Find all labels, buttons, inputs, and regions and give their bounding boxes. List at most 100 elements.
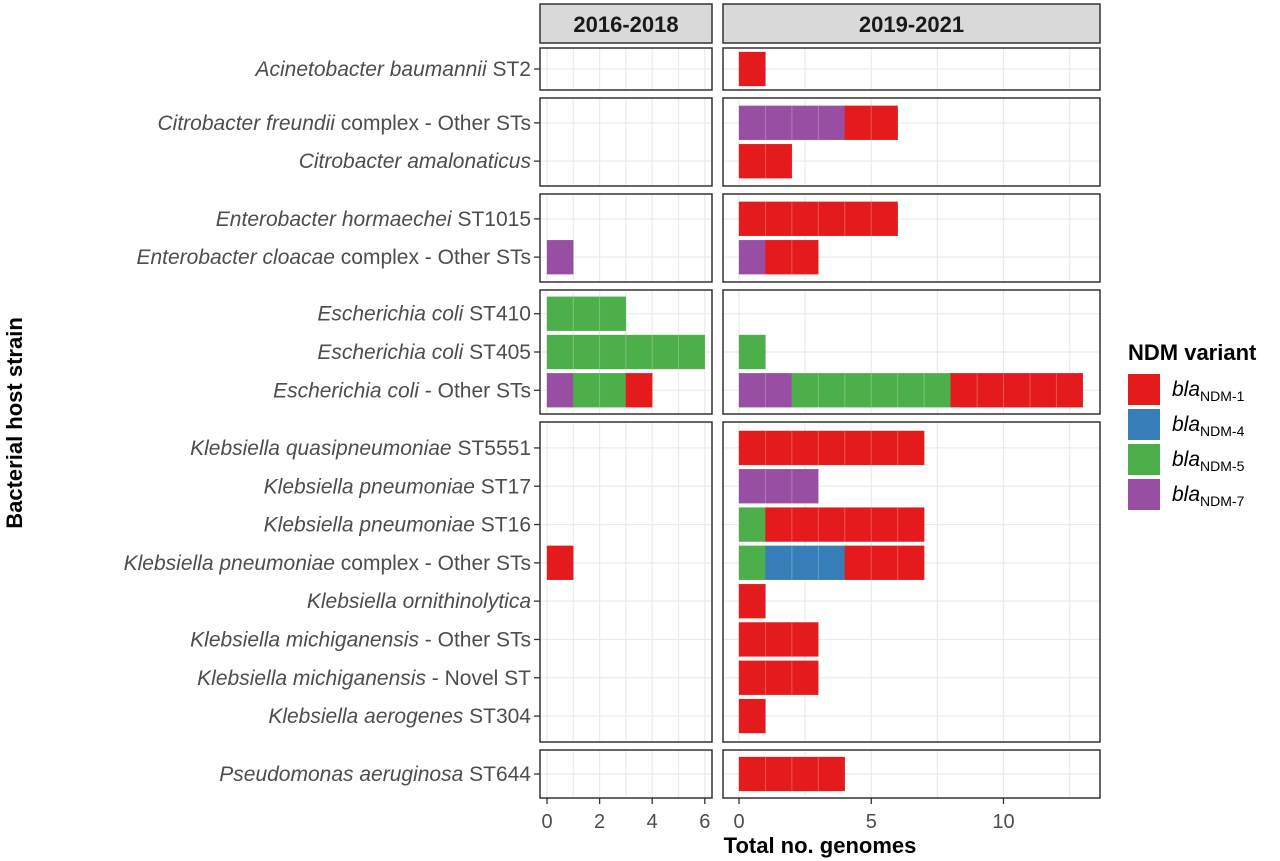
bar-segment-ndm1 (791, 239, 819, 275)
bar-segment-ndm4 (791, 545, 819, 580)
y-tick-label: Klebsiella michiganensis - Other STs (190, 628, 531, 651)
facet-strip (539, 3, 713, 44)
bar-segment-ndm1 (871, 201, 898, 237)
legend-key-ndm5 (1128, 444, 1160, 475)
y-tick-label: Klebsiella ornithinolytica (307, 590, 531, 613)
y-tick-label-italic: Klebsiella aerogenes (268, 705, 463, 728)
y-tick-label-italic: Pseudomonas aeruginosa (219, 763, 463, 786)
panel-border (722, 193, 1101, 283)
bar-segment-ndm1 (844, 105, 872, 140)
panel-border (722, 289, 1101, 415)
bar-segment-ndm1 (818, 507, 845, 542)
bar-segment-ndm1 (765, 507, 793, 542)
bar-segment-ndm7 (738, 373, 766, 408)
bar-segment-ndm5 (546, 296, 574, 331)
bar-segment-ndm1 (738, 584, 766, 619)
legend-label-italic: bla (1172, 378, 1200, 401)
bar-segment-ndm1 (1003, 373, 1031, 408)
bar-segment-ndm1 (546, 545, 574, 580)
bar-segment-ndm1 (738, 201, 766, 237)
y-tick-label-rest: ST410 (463, 303, 531, 326)
legend-label: blaNDM-7 (1172, 483, 1245, 509)
legend-label-subscript: NDM-1 (1200, 388, 1245, 404)
bar-segment-ndm4 (818, 545, 845, 580)
y-tick-label: Klebsiella michiganensis - Novel ST (197, 667, 531, 690)
legend-key-ndm7 (1128, 479, 1160, 510)
bar-segment-ndm1 (765, 660, 793, 695)
bar-segment-ndm1 (738, 430, 766, 466)
bar-segment-ndm1 (765, 622, 793, 657)
y-tick-label-italic: Escherichia coli (317, 341, 464, 364)
bar-segment-ndm7 (738, 239, 766, 275)
y-tick-label-rest: - Other STs (419, 379, 531, 402)
bar-segment-ndm7 (791, 469, 819, 504)
bar-segment-ndm1 (738, 622, 766, 657)
y-tick-label-italic: Klebsiella michiganensis (190, 628, 419, 651)
bar-segment-ndm1 (844, 430, 872, 466)
bar-segment-ndm1 (818, 756, 845, 792)
y-tick-label-rest: complex - Other STs (335, 112, 531, 135)
panel-border (722, 749, 1101, 799)
bar-segment-ndm1 (871, 545, 898, 580)
bar-segment-ndm1 (844, 201, 872, 237)
y-tick-label-rest: ST17 (475, 475, 531, 498)
y-tick-label-italic: Citrobacter freundii (158, 112, 337, 135)
x-tick-label: 0 (541, 811, 552, 833)
bar-segment-ndm1 (765, 430, 793, 466)
y-tick-label-rest: - Other STs (419, 628, 531, 651)
bar-segment-ndm1 (738, 660, 766, 695)
bar-segment-ndm1 (738, 143, 766, 179)
bar-segment-ndm5 (924, 373, 951, 408)
y-tick-label-italic: Acinetobacter baumannii (253, 58, 487, 81)
panel-border (539, 421, 713, 743)
y-tick-label: Citrobacter freundii complex - Other STs (158, 112, 531, 135)
y-tick-label-rest: complex - Other STs (335, 552, 531, 575)
bar-segment-ndm5 (546, 334, 574, 370)
panel-border (539, 193, 713, 283)
legend-label-italic: bla (1172, 413, 1200, 436)
bar-segment-ndm5 (791, 373, 819, 408)
bar-segment-ndm1 (844, 545, 872, 580)
y-tick-label: Acinetobacter baumannii ST2 (253, 58, 531, 81)
bar-segment-ndm1 (765, 239, 793, 275)
panel-border (722, 47, 1101, 91)
legend-label: blaNDM-1 (1172, 378, 1245, 404)
bar-segment-ndm1 (791, 507, 819, 542)
bar-segment-ndm7 (738, 469, 766, 504)
x-tick-label: 0 (733, 811, 744, 833)
legend-label-italic: bla (1172, 483, 1200, 506)
y-tick-label: Citrobacter amalonaticus (299, 150, 532, 173)
bar-segment-ndm1 (738, 51, 766, 87)
bar-segment-ndm7 (738, 105, 766, 140)
bar-segment-ndm5 (573, 373, 600, 408)
legend-label-subscript: NDM-7 (1200, 493, 1245, 509)
legend-label-subscript: NDM-5 (1200, 458, 1245, 474)
y-tick-label: Klebsiella quasipneumoniae ST5551 (190, 437, 531, 460)
bar-segment-ndm1 (976, 373, 1004, 408)
bar-segment-ndm1 (765, 756, 793, 792)
y-tick-label-italic: Citrobacter amalonaticus (299, 150, 532, 173)
bar-segment-ndm5 (573, 334, 600, 370)
y-tick-label-italic: Klebsiella pneumoniae (264, 514, 475, 537)
bar-segment-ndm5 (599, 373, 627, 408)
legend-label: blaNDM-4 (1172, 413, 1245, 439)
y-tick-label-italic: Escherichia coli (317, 303, 464, 326)
y-tick-label: Klebsiella pneumoniae ST17 (264, 475, 531, 498)
y-tick-label: Klebsiella pneumoniae ST16 (264, 514, 531, 537)
bar-segment-ndm1 (818, 201, 845, 237)
bar-segment-ndm1 (871, 105, 898, 140)
bar-segment-ndm5 (844, 373, 872, 408)
bar-segment-ndm5 (573, 296, 600, 331)
bar-segment-ndm1 (871, 507, 898, 542)
y-tick-label-italic: Klebsiella pneumoniae (264, 475, 475, 498)
facet-strip (722, 3, 1101, 44)
y-tick-label-rest: ST5551 (452, 437, 531, 460)
bar-segment-ndm1 (765, 201, 793, 237)
y-tick-label: Escherichia coli ST410 (317, 303, 531, 326)
panel-border (539, 97, 713, 187)
y-tick-label-italic: Klebsiella pneumoniae (124, 552, 335, 575)
y-tick-label-rest: ST304 (463, 705, 531, 728)
legend-key-ndm1 (1128, 374, 1160, 405)
bar-segment-ndm1 (897, 430, 925, 466)
